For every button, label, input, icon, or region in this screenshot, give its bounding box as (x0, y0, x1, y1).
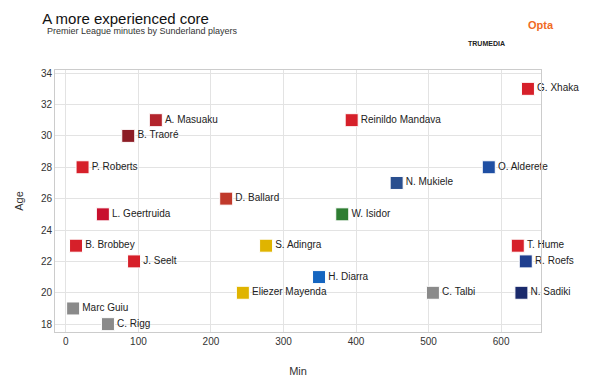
svg-text:300: 300 (275, 336, 292, 347)
svg-text:32: 32 (41, 99, 53, 110)
svg-text:J. Seelt: J. Seelt (143, 255, 177, 266)
svg-text:600: 600 (493, 336, 510, 347)
svg-text:B. Traoré: B. Traoré (137, 129, 179, 140)
svg-text:P. Roberts: P. Roberts (92, 161, 138, 172)
svg-text:500: 500 (420, 336, 437, 347)
svg-text:A more experienced core: A more experienced core (42, 10, 209, 27)
svg-text:H. Diarra: H. Diarra (328, 271, 368, 282)
svg-text:S. Adingra: S. Adingra (275, 239, 322, 250)
svg-text:400: 400 (348, 336, 365, 347)
svg-text:N. Mukiele: N. Mukiele (406, 176, 454, 187)
svg-text:C. Talbi: C. Talbi (442, 286, 475, 297)
svg-text:Opta: Opta (528, 19, 554, 31)
svg-text:Eliezer Mayenda: Eliezer Mayenda (252, 286, 327, 297)
svg-text:L. Geertruida: L. Geertruida (112, 208, 171, 219)
svg-text:28: 28 (41, 162, 53, 173)
svg-text:N. Sadiki: N. Sadiki (531, 286, 571, 297)
svg-text:C. Rigg: C. Rigg (117, 318, 150, 329)
svg-text:TRUMEDIA: TRUMEDIA (468, 40, 505, 47)
svg-text:22: 22 (41, 256, 53, 267)
svg-text:Premier League minutes by Sund: Premier League minutes by Sunderland pla… (47, 26, 238, 36)
svg-text:Reinildo Mandava: Reinildo Mandava (361, 114, 441, 125)
svg-text:18: 18 (41, 319, 53, 330)
svg-text:0: 0 (63, 336, 69, 347)
svg-text:Marc Guiu: Marc Guiu (82, 302, 128, 313)
svg-text:24: 24 (41, 225, 53, 236)
svg-text:Min: Min (289, 365, 307, 377)
svg-text:R. Roefs: R. Roefs (535, 255, 574, 266)
svg-text:W. Isidor: W. Isidor (351, 208, 391, 219)
svg-text:20: 20 (41, 287, 53, 298)
svg-text:B. Brobbey: B. Brobbey (85, 239, 134, 250)
svg-text:D. Ballard: D. Ballard (235, 192, 279, 203)
svg-text:T. Hume: T. Hume (527, 239, 565, 250)
svg-text:Age: Age (13, 191, 25, 211)
svg-text:34: 34 (41, 68, 53, 79)
svg-text:200: 200 (203, 336, 220, 347)
svg-text:A. Masuaku: A. Masuaku (165, 114, 218, 125)
svg-text:26: 26 (41, 193, 53, 204)
svg-text:O. Alderete: O. Alderete (498, 161, 548, 172)
svg-text:G. Xhaka: G. Xhaka (537, 82, 579, 93)
svg-text:30: 30 (41, 130, 53, 141)
svg-text:100: 100 (130, 336, 147, 347)
